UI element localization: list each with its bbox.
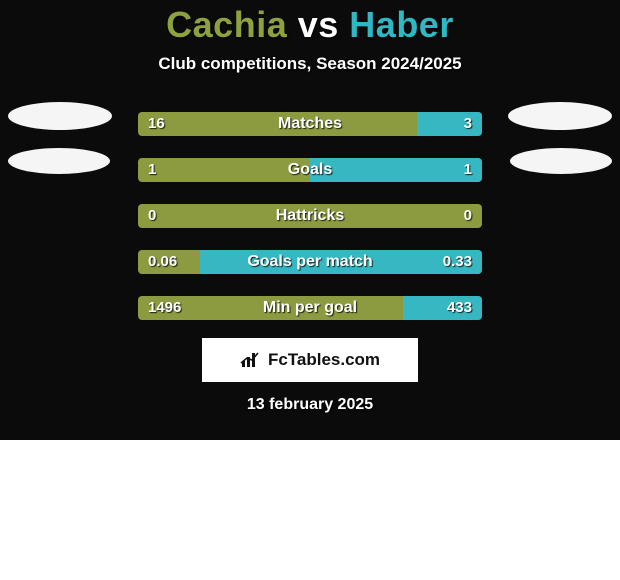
stat-bar: 0 Hattricks 0 — [138, 204, 482, 228]
stat-row-goals-per-match: 0.06 Goals per match 0.33 — [0, 240, 620, 286]
stat-row-min-per-goal: 1496 Min per goal 433 — [0, 286, 620, 332]
stat-row-hattricks: 0 Hattricks 0 — [0, 194, 620, 240]
stat-value-right: 0 — [464, 204, 472, 228]
canvas: Cachia vs Haber Club competitions, Seaso… — [0, 0, 620, 580]
brand-badge[interactable]: FcTables.com — [202, 338, 418, 382]
subtitle: Club competitions, Season 2024/2025 — [0, 54, 620, 74]
stat-metric-label: Hattricks — [138, 204, 482, 228]
stat-row-matches: 16 Matches 3 — [0, 102, 620, 148]
stat-value-left: 0 — [148, 204, 156, 228]
stat-value-right: 433 — [447, 296, 472, 320]
stat-bar: 1496 Min per goal 433 — [138, 296, 482, 320]
title-vs: vs — [298, 4, 339, 45]
stat-bar-right-segment — [200, 250, 482, 274]
stat-value-right: 1 — [464, 158, 472, 182]
page-title: Cachia vs Haber — [0, 4, 620, 46]
stat-bar-right-segment — [417, 112, 482, 136]
stat-value-right: 3 — [464, 112, 472, 136]
stat-bar: 0.06 Goals per match 0.33 — [138, 250, 482, 274]
stat-bar: 1 Goals 1 — [138, 158, 482, 182]
content-area: Cachia vs Haber Club competitions, Seaso… — [0, 0, 620, 440]
avatar-player1-club — [8, 148, 110, 174]
date-label: 13 february 2025 — [0, 396, 620, 414]
title-player2: Haber — [349, 4, 454, 45]
stat-bar-right-segment — [310, 158, 482, 182]
stat-value-right: 0.33 — [443, 250, 472, 274]
stat-value-left: 16 — [148, 112, 165, 136]
stat-row-goals: 1 Goals 1 — [0, 148, 620, 194]
stat-value-left: 1 — [148, 158, 156, 182]
stat-value-left: 1496 — [148, 296, 181, 320]
stat-bar: 16 Matches 3 — [138, 112, 482, 136]
title-player1: Cachia — [166, 4, 287, 45]
brand-text: FcTables.com — [268, 350, 380, 370]
bar-chart-icon — [240, 351, 262, 369]
avatar-player2-club — [510, 148, 612, 174]
avatar-player2 — [508, 102, 612, 130]
avatar-player1 — [8, 102, 112, 130]
stat-value-left: 0.06 — [148, 250, 177, 274]
